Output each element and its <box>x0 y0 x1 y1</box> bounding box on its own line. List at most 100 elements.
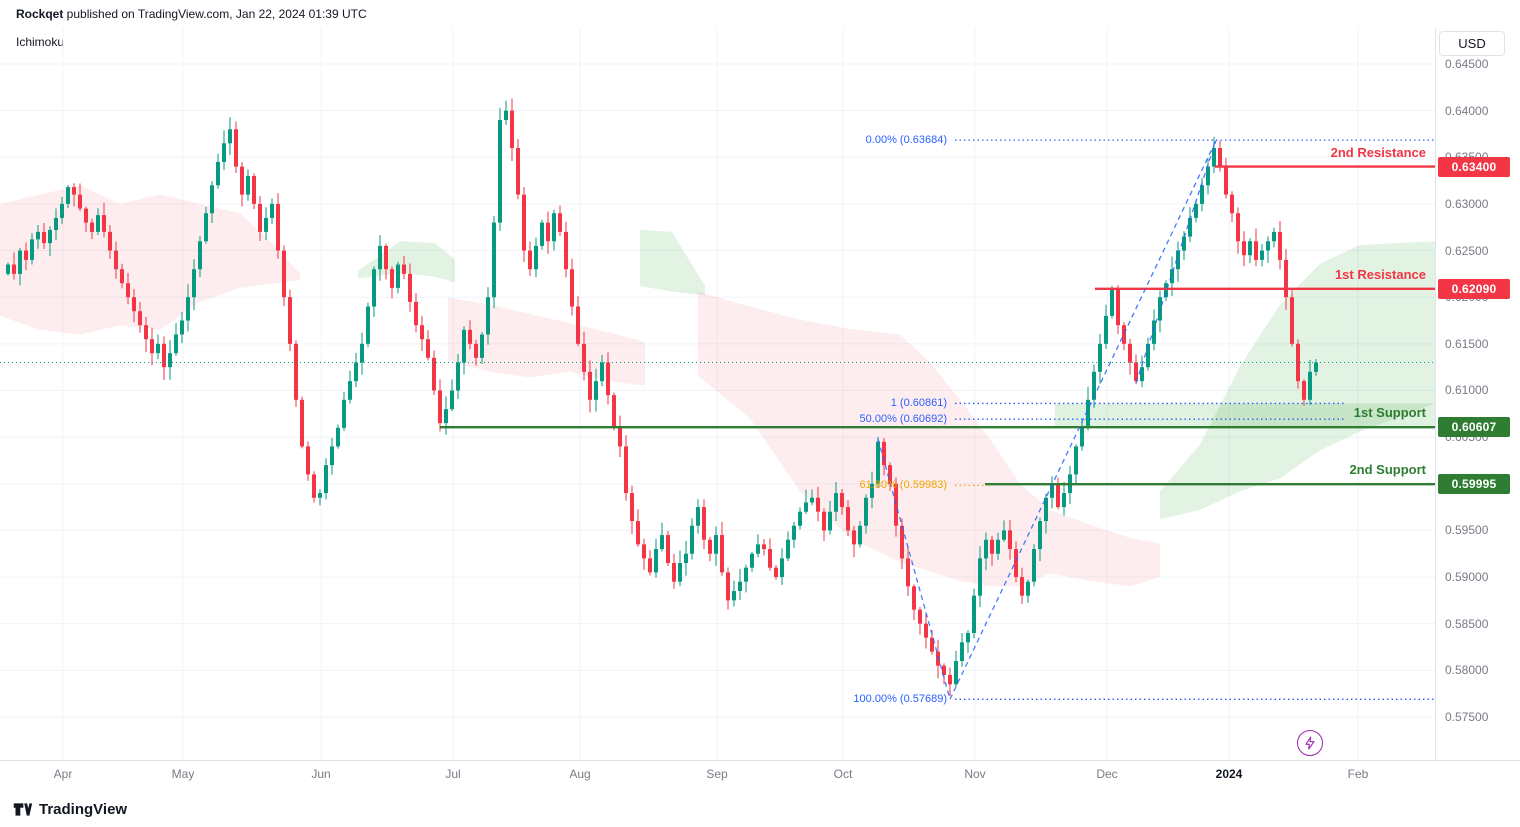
time-tick-label: 2024 <box>1215 767 1243 781</box>
candle <box>252 175 256 204</box>
candle <box>816 497 820 512</box>
candle <box>1110 287 1114 316</box>
axis-price-badge-2nd-resistance: 0.63400 <box>1438 156 1510 177</box>
time-axis[interactable]: Apr May Jun Jul Aug Sep Oct Nov Dec 2024 Feb <box>0 760 1520 790</box>
candle <box>558 213 562 232</box>
candle <box>384 245 388 270</box>
candle <box>12 264 16 274</box>
time-tick-label: Jul <box>445 767 461 781</box>
time-tick-label: Apr <box>53 767 73 781</box>
candle <box>1170 269 1174 284</box>
candle <box>480 334 484 358</box>
candle <box>1026 581 1030 596</box>
candle <box>1098 343 1102 372</box>
price-tick-label: 0.57500 <box>1445 709 1489 724</box>
candle <box>1086 399 1090 428</box>
candle <box>1152 320 1156 344</box>
trend-line[interactable] <box>1135 140 1217 384</box>
candle <box>258 203 262 232</box>
candle <box>210 185 214 214</box>
price-tick-label: 0.64000 <box>1445 103 1489 118</box>
candle <box>354 362 358 382</box>
time-tick-label: Nov <box>964 767 986 781</box>
candle <box>1134 362 1138 382</box>
candle <box>882 441 886 466</box>
candle <box>768 549 772 568</box>
candle <box>954 660 958 685</box>
candle <box>1314 362 1318 372</box>
candle <box>342 399 346 428</box>
candle <box>990 539 994 554</box>
candle <box>1308 371 1312 400</box>
candle <box>606 362 610 396</box>
support-zone <box>1055 403 1435 427</box>
time-tick-label: Feb <box>1347 767 1369 781</box>
candle <box>774 567 778 578</box>
price-tick-label: 0.61500 <box>1445 336 1489 351</box>
flash-icon[interactable] <box>1297 730 1323 756</box>
ichimoku-cloud-green <box>358 241 455 283</box>
candle <box>60 203 64 218</box>
candle <box>666 535 670 564</box>
candle <box>1122 325 1126 344</box>
candle <box>48 230 52 244</box>
tradingview-logo[interactable]: TradingView <box>12 799 127 820</box>
candle <box>156 343 160 354</box>
trend-line[interactable] <box>877 438 951 700</box>
candle <box>192 269 196 298</box>
price-tick-label: 0.59500 <box>1445 523 1489 538</box>
candle <box>504 110 508 120</box>
candle <box>18 250 22 274</box>
candle <box>1248 241 1252 256</box>
candle <box>294 343 298 400</box>
candle <box>324 465 328 494</box>
candle <box>408 273 412 302</box>
candle <box>234 129 238 167</box>
candle <box>1200 185 1204 204</box>
candle <box>1296 343 1300 382</box>
candle <box>72 187 76 195</box>
indicator-legend-ichimoku[interactable]: Ichimoku <box>16 35 65 49</box>
candle <box>936 651 940 666</box>
candle <box>372 269 376 307</box>
candle <box>672 563 676 582</box>
trend-line[interactable] <box>949 140 1217 700</box>
candle <box>648 558 652 573</box>
candle <box>930 637 934 652</box>
ichimoku-cloud-red <box>698 291 1160 587</box>
candle <box>582 343 586 372</box>
time-tick-label: Oct <box>833 767 853 781</box>
candle <box>1212 147 1216 167</box>
candle <box>96 215 100 232</box>
candle <box>618 427 622 447</box>
candle <box>66 187 70 204</box>
time-tick-label: Aug <box>569 767 591 781</box>
candle <box>138 311 142 326</box>
candle <box>1116 287 1120 326</box>
candle <box>834 493 838 512</box>
candle <box>432 357 436 391</box>
candle <box>684 553 688 564</box>
candle <box>204 213 208 242</box>
candle <box>762 544 766 550</box>
candle <box>162 343 166 368</box>
candle <box>714 535 718 554</box>
ichimoku-cloud-green <box>640 230 705 296</box>
candle <box>1146 343 1150 368</box>
candle <box>1224 166 1228 195</box>
candle <box>792 525 796 540</box>
candle <box>654 549 658 573</box>
candle <box>402 264 406 274</box>
candle <box>1230 194 1234 214</box>
candle <box>1044 497 1048 522</box>
candle <box>822 511 826 531</box>
candle <box>1056 483 1060 508</box>
candle <box>636 521 640 545</box>
price-tick-label: 0.64500 <box>1445 57 1489 71</box>
currency-button[interactable]: USD <box>1439 31 1505 56</box>
candle <box>360 343 364 363</box>
candle <box>1038 521 1042 550</box>
price-axis[interactable]: 0.645000.640000.635000.630000.625000.620… <box>1435 28 1520 760</box>
candle <box>594 381 598 400</box>
